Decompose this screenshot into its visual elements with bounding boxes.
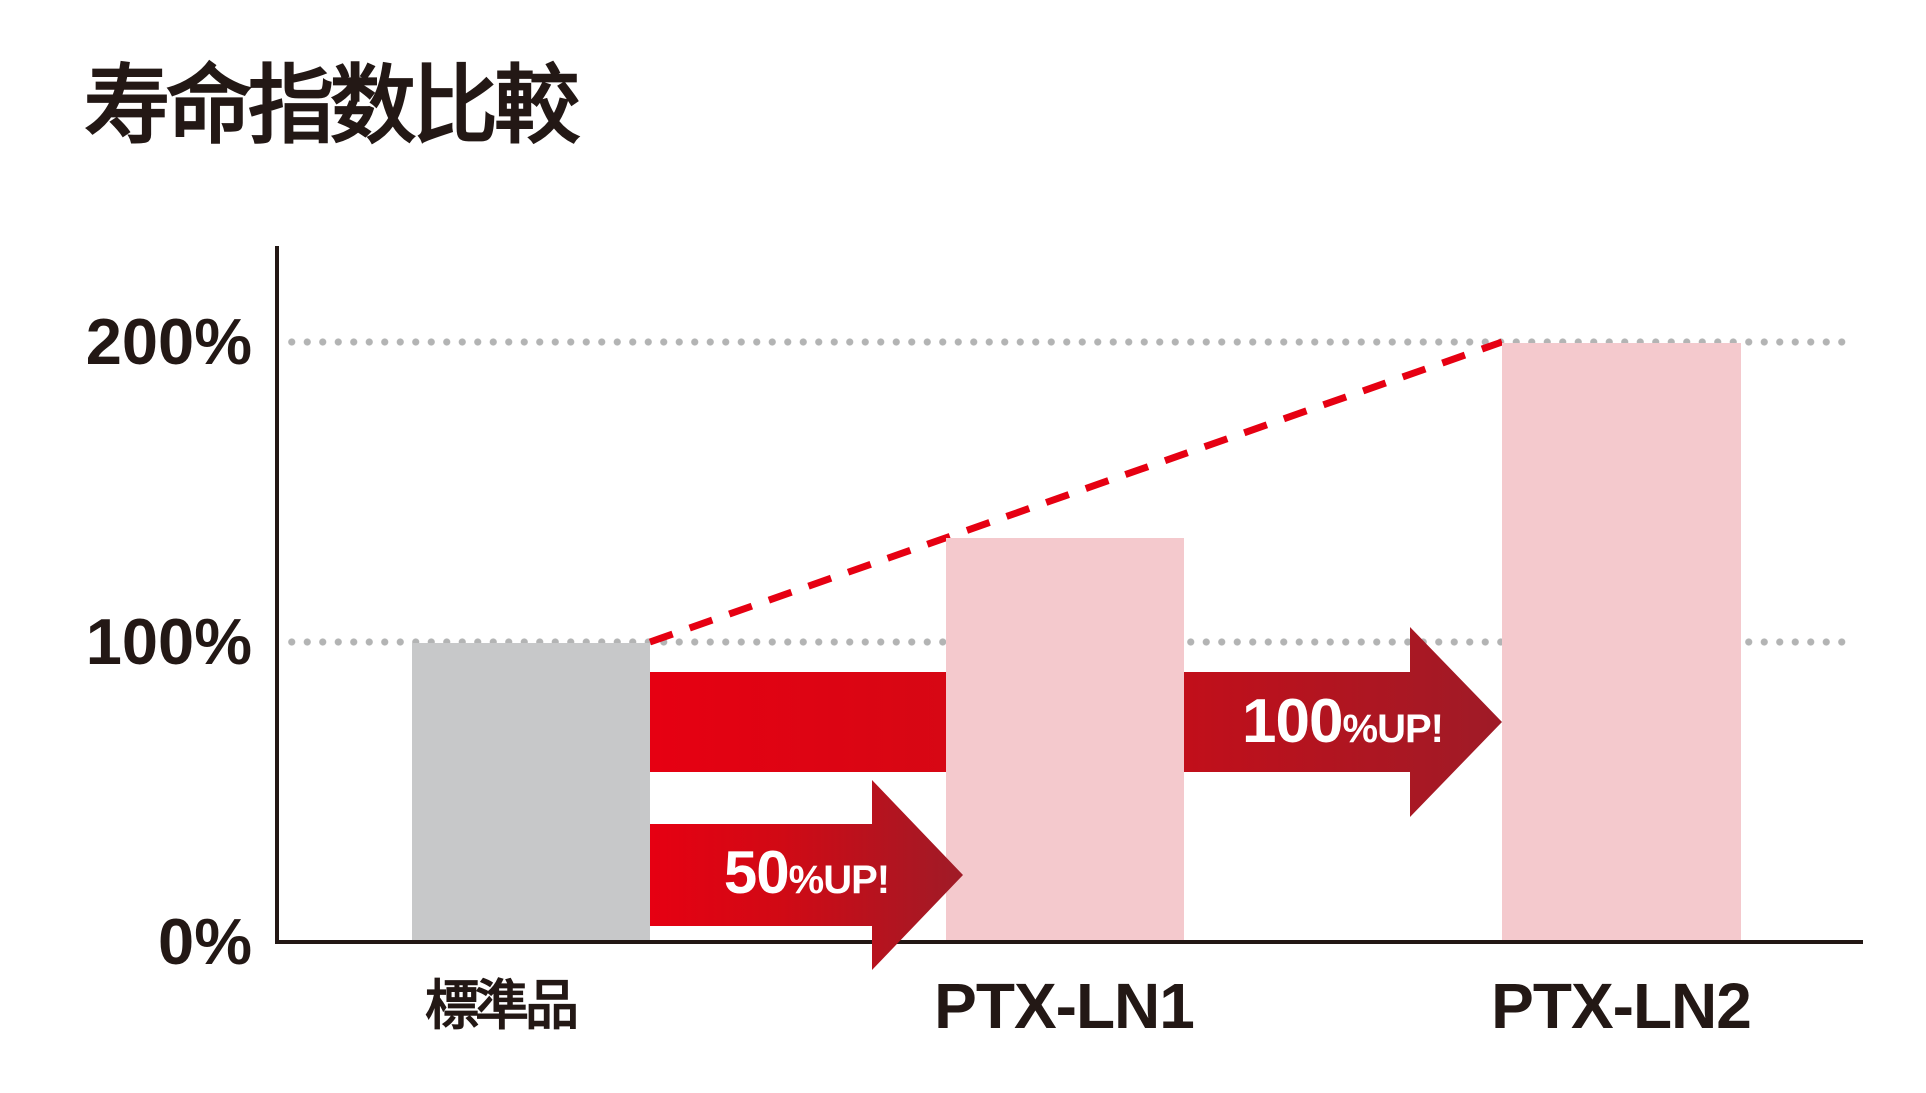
annotation-50-up-value: 50 <box>723 839 790 906</box>
annotation-50-up-suffix: %UP! <box>788 858 890 902</box>
bar-ptx-ln2 <box>1502 343 1741 944</box>
x-axis-line <box>275 940 1863 944</box>
y-axis-line <box>275 246 279 944</box>
annotation-100-up-value: 100 <box>1242 687 1343 756</box>
y-tick-0: 0% <box>158 905 252 978</box>
chart-title: 寿命指数比較 <box>84 58 580 154</box>
bar-standard-product <box>412 643 650 944</box>
y-tick-200: 200% <box>85 305 252 378</box>
annotation-100-up: 100%UP! <box>1183 672 1502 772</box>
x-label-ptx-ln1: PTX-LN1 <box>934 970 1195 1042</box>
bar-ptx-ln1 <box>946 538 1184 944</box>
up-arrow-50-percent <box>650 780 963 970</box>
annotation-50-up: 50%UP! <box>650 824 963 922</box>
x-label-standard-product: 標準品 <box>425 976 579 1036</box>
annotation-100-up-suffix: %UP! <box>1342 707 1444 751</box>
x-label-ptx-ln2: PTX-LN2 <box>1491 970 1752 1042</box>
y-tick-100: 100% <box>85 605 252 678</box>
gridline-200-percent <box>284 338 1852 346</box>
